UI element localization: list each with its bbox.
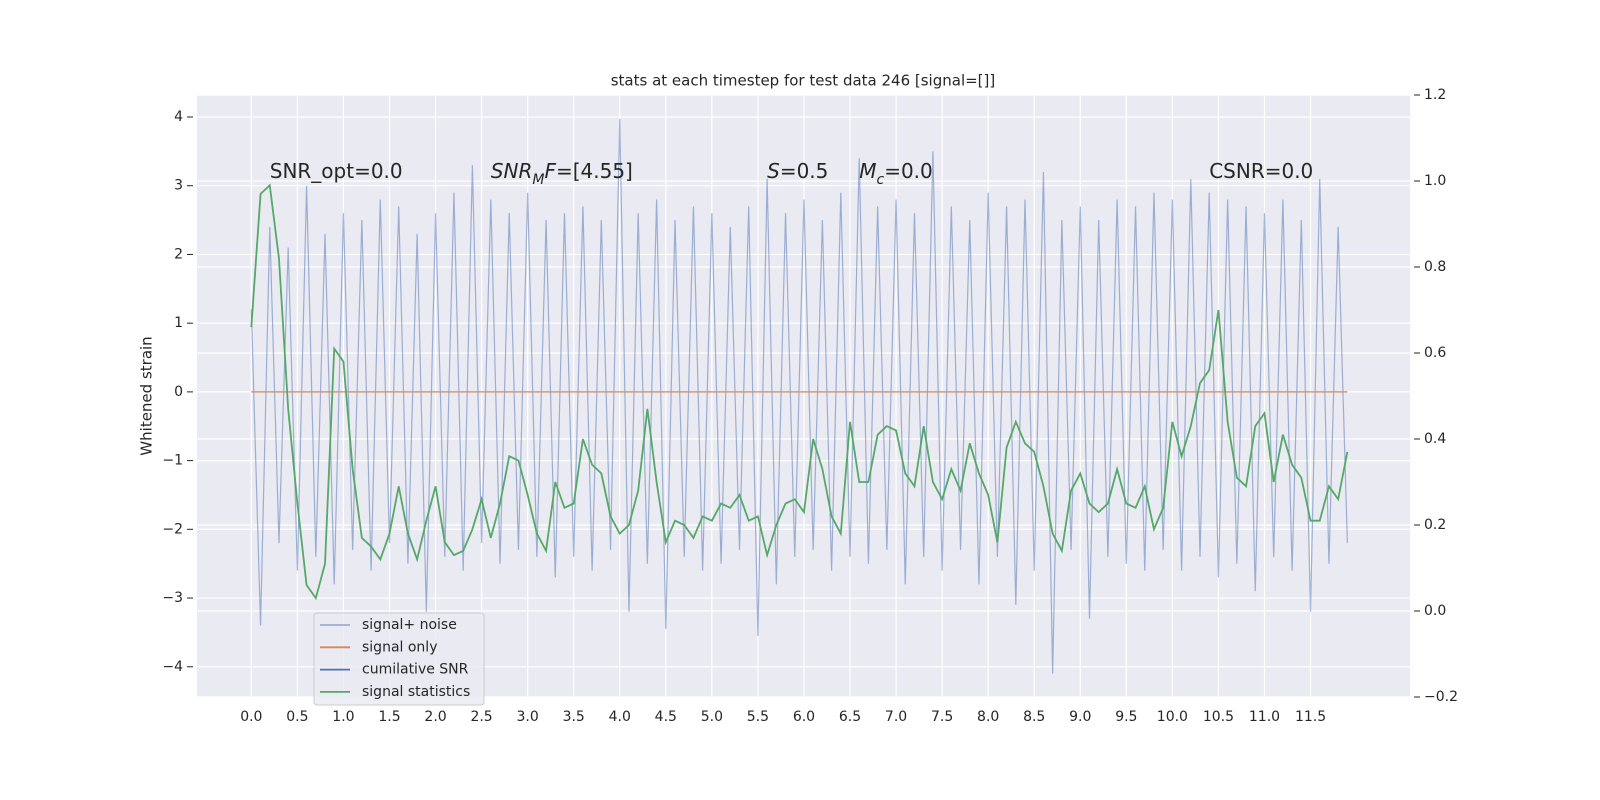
y-tick-label: −3 xyxy=(162,590,183,606)
x-tick-label: 2.0 xyxy=(424,709,446,725)
x-tick-label: 6.0 xyxy=(793,709,815,725)
annotation: CSNR=0.0 xyxy=(1209,158,1313,182)
y2-tick-label: 1.0 xyxy=(1424,173,1446,189)
y2-tick-label: 0.4 xyxy=(1424,431,1446,447)
x-tick-label: 10.5 xyxy=(1203,709,1234,725)
grid xyxy=(197,94,1410,698)
x-tick-label: 0.0 xyxy=(240,709,262,725)
y-tick-label: 2 xyxy=(174,246,183,262)
legend: signal+ noise signal only cumilative SNR si… xyxy=(313,612,485,706)
x-tick-label: 8.5 xyxy=(1023,709,1045,725)
annotation: SNR_opt=0.0 xyxy=(270,158,403,182)
legend-label: signal statistics xyxy=(362,684,470,700)
legend-label: signal+ noise xyxy=(362,617,457,633)
y-tick-label: −4 xyxy=(162,659,183,675)
x-tick-label: 2.5 xyxy=(470,709,492,725)
annotation-part: M xyxy=(859,158,876,182)
x-tick-label: 9.5 xyxy=(1115,709,1137,725)
legend-label: signal only xyxy=(362,639,437,655)
annotation-part: M xyxy=(532,172,544,188)
legend-box xyxy=(313,612,485,706)
y2-tick-label: 0.8 xyxy=(1424,259,1446,275)
y-tick-label: 4 xyxy=(174,109,183,125)
x-tick-label: 7.5 xyxy=(931,709,953,725)
y2-tick-label: 0.2 xyxy=(1424,517,1446,533)
y-tick-label: 0 xyxy=(174,384,183,400)
x-tick-label: 4.0 xyxy=(609,709,631,725)
annotation-part: CSNR=0.0 xyxy=(1209,158,1313,182)
x-tick-label: 5.5 xyxy=(747,709,769,725)
chart-title: stats at each timestep for test data 246… xyxy=(611,72,996,90)
x-tick-label: 1.5 xyxy=(378,709,400,725)
x-tick-label: 0.5 xyxy=(286,709,308,725)
annotation-part: =0.5 xyxy=(780,158,829,182)
x-tick-label: 8.0 xyxy=(977,709,999,725)
y2-tick-label: 0.6 xyxy=(1424,345,1446,361)
annotation-part: SNR xyxy=(491,158,533,182)
y2-tick-label: 1.2 xyxy=(1424,87,1446,103)
y-tick-label: −1 xyxy=(162,453,183,469)
x-tick-label: 3.0 xyxy=(517,709,539,725)
y-tick-label: −2 xyxy=(162,521,183,537)
x-tick-label: 11.0 xyxy=(1249,709,1280,725)
annotation: Mc=0.0 xyxy=(859,158,933,188)
x-tick-label: 11.5 xyxy=(1295,709,1326,725)
x-tick-label: 5.0 xyxy=(701,709,723,725)
legend-label: cumilative SNR xyxy=(362,662,469,678)
annotation-part: =0.0 xyxy=(884,158,933,182)
x-tick-label: 10.0 xyxy=(1157,709,1188,725)
y2-tick-label: −0.2 xyxy=(1424,689,1458,705)
y-tick-label: 3 xyxy=(174,178,183,194)
x-tick-label: 6.5 xyxy=(839,709,861,725)
annotation: SNRMF=[4.55] xyxy=(491,158,633,188)
x-tick-label: 1.0 xyxy=(332,709,354,725)
annotation-part: S xyxy=(767,158,780,182)
annotation-part: c xyxy=(876,172,884,188)
x-tick-label: 9.0 xyxy=(1069,709,1091,725)
y-tick-label: 1 xyxy=(174,315,183,331)
x-tick-label: 7.0 xyxy=(885,709,907,725)
x-tick-label: 4.5 xyxy=(655,709,677,725)
y2-tick-label: 0.0 xyxy=(1424,603,1446,619)
annotation-part: =[4.55] xyxy=(556,158,633,182)
annotation: S=0.5 xyxy=(767,158,828,182)
series-line xyxy=(250,183,1349,601)
annotation-part: F xyxy=(544,158,556,182)
y-axis-label: Whitened strain xyxy=(138,336,156,455)
x-tick-label: 3.5 xyxy=(563,709,585,725)
annotation-part: SNR_opt=0.0 xyxy=(270,158,403,182)
